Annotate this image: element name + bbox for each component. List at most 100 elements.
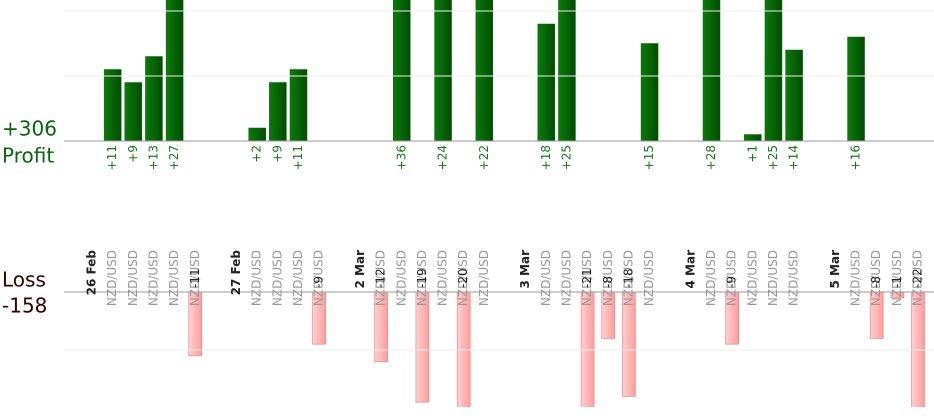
value-label: -9 xyxy=(312,276,326,288)
profit-bar xyxy=(640,43,659,141)
value-label: -11 xyxy=(188,268,202,288)
category-label: NZD/USD xyxy=(270,250,284,306)
value-label: +11 xyxy=(105,145,119,170)
category-label: NZD/USD xyxy=(477,250,491,306)
category-label: NZD/USD xyxy=(911,250,925,306)
profit-bar xyxy=(165,0,184,141)
loss-bar xyxy=(725,292,740,345)
value-label: +36 xyxy=(394,145,408,170)
profit-bar xyxy=(475,0,494,141)
date-label: 4 Mar xyxy=(683,250,697,289)
category-label: NZD/USD xyxy=(291,250,305,306)
value-label: -18 xyxy=(621,268,635,288)
date-label: 27 Feb xyxy=(229,250,243,296)
date-label: 2 Mar xyxy=(353,250,367,289)
profit-bar xyxy=(847,36,865,141)
loss-bar xyxy=(415,292,430,403)
category-label: NZD/USD xyxy=(188,250,202,306)
loss-bar xyxy=(580,292,595,407)
profit-label: Profit xyxy=(2,144,54,168)
category-label: NZD/USD xyxy=(580,250,594,306)
profit-bar xyxy=(702,0,721,141)
profit-bar xyxy=(103,69,122,141)
value-label: +25 xyxy=(766,145,780,170)
category-label: NZD/USD xyxy=(167,250,181,306)
profit-bar xyxy=(124,82,143,141)
value-label: -9 xyxy=(725,276,739,288)
loss-panel xyxy=(188,292,925,407)
profit-bar xyxy=(145,56,163,141)
value-label: +13 xyxy=(146,145,160,170)
category-label: NZD/USD xyxy=(601,250,615,306)
loss-bar xyxy=(312,292,326,345)
category-label: NZD/USD xyxy=(105,250,119,306)
profit-bar xyxy=(785,49,803,141)
value-label: -8 xyxy=(869,276,883,288)
category-label: NZD/USD xyxy=(126,250,140,306)
value-label: +11 xyxy=(291,145,305,170)
category-label: NZD/USD xyxy=(787,250,801,306)
value-label: +14 xyxy=(787,145,801,170)
category-label: NZD/USD xyxy=(456,250,470,306)
profit-bar xyxy=(393,0,411,141)
date-label: 26 Feb xyxy=(85,250,99,296)
value-label: -21 xyxy=(580,268,594,288)
value-label: +22 xyxy=(477,145,491,170)
value-label: -20 xyxy=(456,268,470,288)
date-label: 3 Mar xyxy=(518,250,532,289)
loss-bar xyxy=(869,292,884,339)
profit-total: +306 xyxy=(2,117,57,141)
loss-bar xyxy=(188,292,203,357)
value-label: +9 xyxy=(270,145,284,163)
date-label: 5 Mar xyxy=(828,250,842,289)
profit-bar xyxy=(289,69,308,141)
category-label: NZD/USD xyxy=(436,250,450,306)
category-label: NZD/USD xyxy=(415,250,429,306)
category-label: NZD/USD xyxy=(374,250,388,306)
loss-bar xyxy=(911,292,925,407)
value-label: +16 xyxy=(849,145,863,170)
category-label: NZD/USD xyxy=(766,250,780,306)
category-label: NZD/USD xyxy=(704,250,718,306)
category-label: NZD/USD xyxy=(621,250,635,306)
value-label: +24 xyxy=(436,145,450,170)
category-label: NZD/USD xyxy=(642,250,656,306)
category-label: NZD/USD xyxy=(394,250,408,306)
profit-bar xyxy=(248,127,266,141)
category-label: NZD/USD xyxy=(869,250,883,306)
category-label: NZD/USD xyxy=(559,250,573,306)
value-label: -22 xyxy=(911,268,925,288)
value-label: -1 xyxy=(890,276,904,288)
loss-bar xyxy=(374,292,388,362)
value-label: +25 xyxy=(559,145,573,170)
value-label: +1 xyxy=(745,145,759,163)
profit-bar xyxy=(558,0,576,141)
category-label: NZD/USD xyxy=(890,250,904,306)
profit-bar xyxy=(269,82,287,141)
value-label: -8 xyxy=(601,276,615,288)
profit-bar xyxy=(434,0,452,141)
category-label: NZD/USD xyxy=(849,250,863,306)
loss-bar xyxy=(601,292,616,339)
value-label: -19 xyxy=(415,268,429,288)
value-label: +9 xyxy=(126,145,140,163)
category-label: NZD/USD xyxy=(312,250,326,306)
profit-bar xyxy=(537,23,556,141)
category-label: NZD/USD xyxy=(539,250,553,306)
value-label: +18 xyxy=(539,145,553,170)
loss-bar xyxy=(890,292,905,299)
value-label: +27 xyxy=(167,145,181,170)
profit-panel xyxy=(103,0,865,141)
category-label: NZD/USD xyxy=(250,250,264,306)
loss-label: Loss xyxy=(2,268,46,292)
category-label: NZD/USD xyxy=(725,250,739,306)
value-label: +28 xyxy=(704,145,718,170)
loss-bar xyxy=(622,292,636,397)
value-label: +2 xyxy=(250,145,264,163)
category-label: NZD/USD xyxy=(146,250,160,306)
value-label: -12 xyxy=(374,268,388,288)
loss-total: -158 xyxy=(2,294,47,318)
value-label: +15 xyxy=(642,145,656,170)
profit-bar xyxy=(764,0,783,141)
